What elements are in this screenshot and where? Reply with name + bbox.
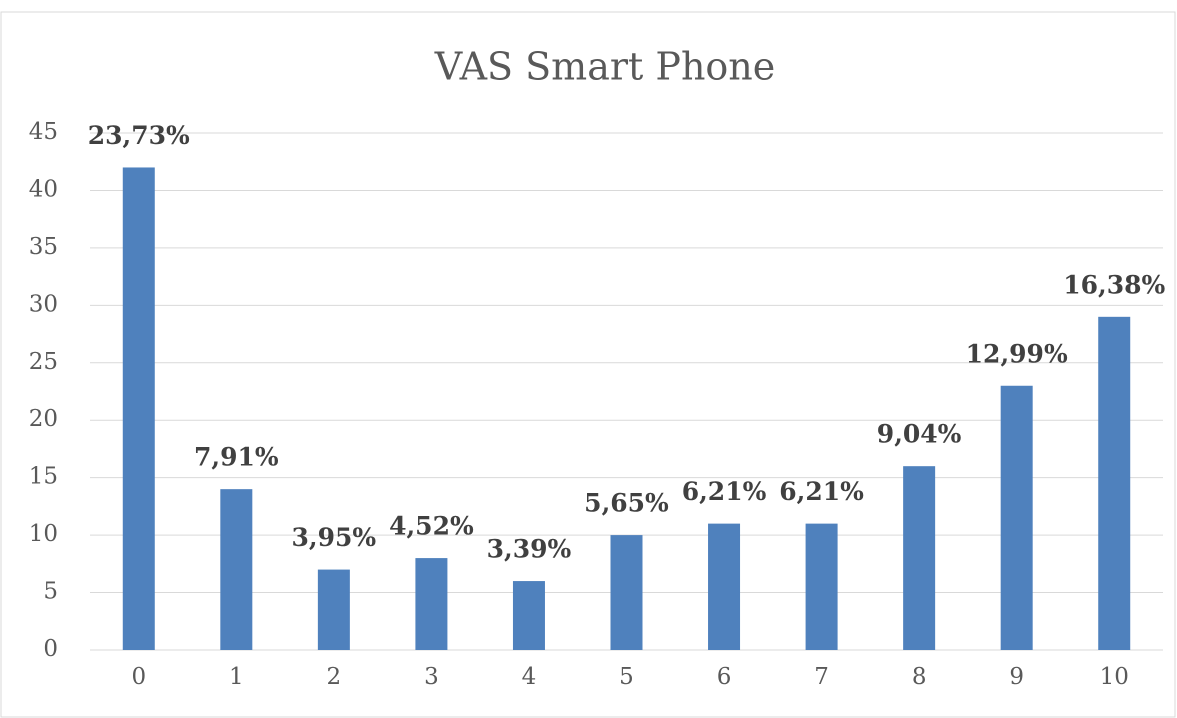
bar (512, 581, 545, 650)
bar (708, 523, 741, 650)
bar (220, 489, 253, 650)
data-label: 6,21% (682, 477, 767, 506)
x-tick-label: 5 (619, 664, 634, 690)
x-tick-label: 1 (229, 664, 244, 690)
x-tick-label: 6 (717, 664, 732, 690)
data-label: 5,65% (584, 489, 669, 518)
x-tick-label: 0 (131, 664, 146, 690)
bar (610, 535, 643, 650)
data-label: 7,91% (194, 443, 279, 472)
bar (317, 569, 350, 650)
data-label: 3,95% (292, 523, 377, 552)
y-tick-label: 40 (29, 176, 58, 202)
bar (415, 558, 448, 650)
data-label: 23,73% (88, 121, 190, 150)
x-tick-label: 10 (1100, 664, 1129, 690)
x-tick-label: 3 (424, 664, 439, 690)
data-label: 16,38% (1063, 270, 1165, 299)
y-tick-label: 30 (29, 291, 58, 317)
data-label: 3,39% (487, 535, 572, 564)
x-tick-label: 4 (522, 664, 537, 690)
bar (122, 167, 155, 650)
x-tick-label: 8 (912, 664, 927, 690)
data-label: 6,21% (779, 477, 864, 506)
y-tick-label: 10 (29, 521, 58, 547)
x-tick-label: 2 (327, 664, 342, 690)
x-tick-label: 9 (1009, 664, 1024, 690)
y-tick-label: 45 (29, 119, 58, 145)
y-tick-label: 5 (43, 579, 58, 605)
bar (903, 466, 936, 650)
bar (1000, 385, 1033, 650)
chart-title: VAS Smart Phone (434, 45, 776, 89)
y-tick-label: 20 (29, 406, 58, 432)
data-label: 9,04% (877, 420, 962, 449)
chart-frame (0, 11, 1176, 718)
y-tick-label: 0 (43, 636, 58, 662)
bar (1098, 316, 1131, 650)
y-tick-label: 25 (29, 349, 58, 375)
x-tick-label: 7 (814, 664, 829, 690)
data-label: 12,99% (966, 339, 1068, 368)
data-label: 4,52% (389, 512, 474, 541)
y-tick-label: 15 (29, 464, 58, 490)
bar (805, 523, 838, 650)
y-tick-label: 35 (29, 234, 58, 260)
